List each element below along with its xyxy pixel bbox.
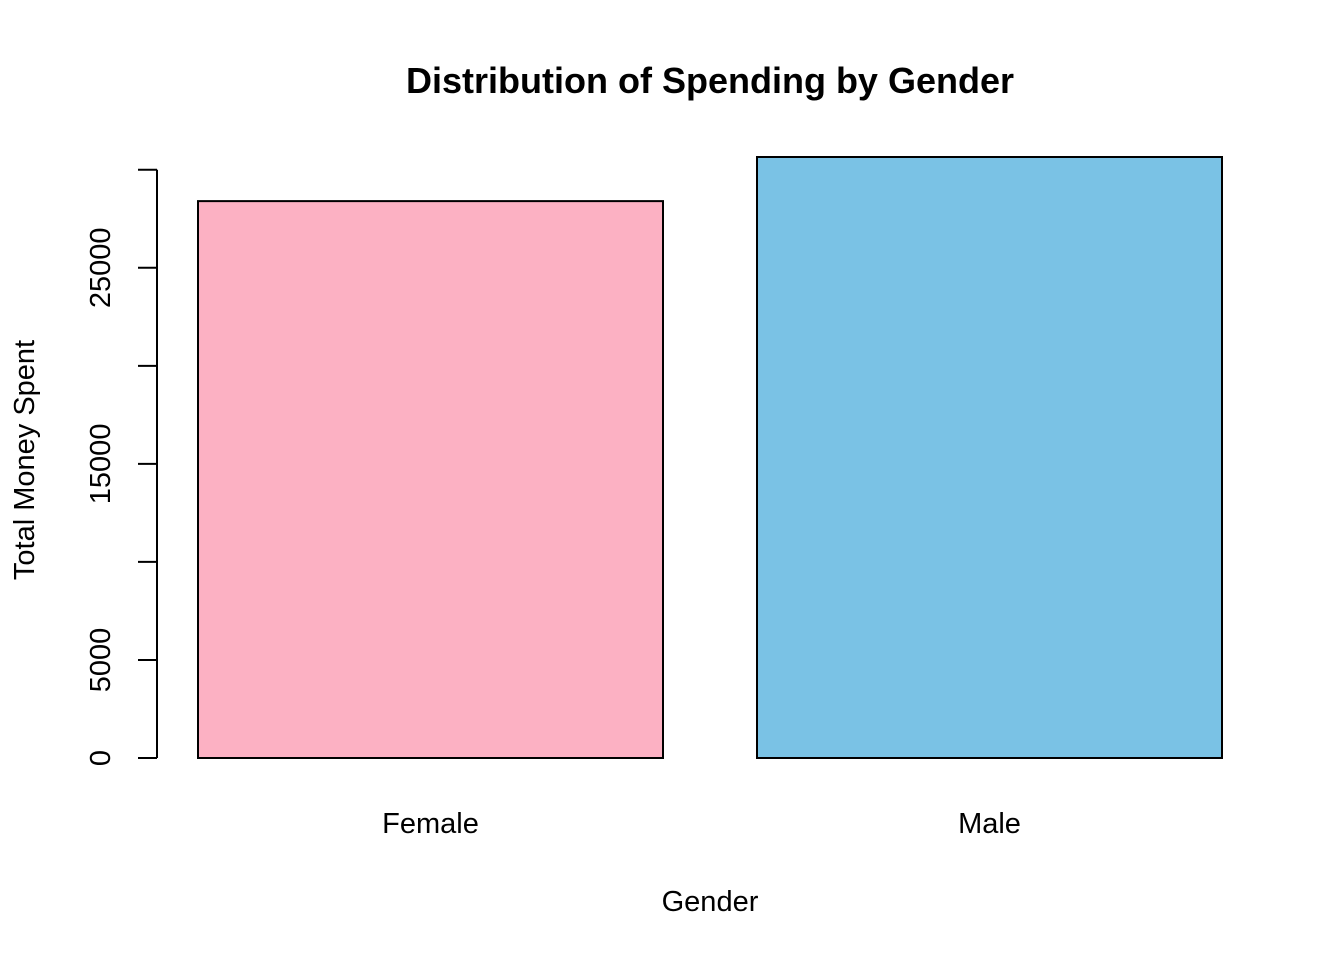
x-tick-labels: Female Male [382,808,1021,840]
y-tick-label-15000: 15000 [85,424,117,505]
bar-male [756,156,1223,759]
y-tick-label-0: 0 [85,750,117,766]
chart-title: Distribution of Spending by Gender [406,60,1014,101]
x-axis-label: Gender [662,886,759,918]
y-tick-label-25000: 25000 [85,227,117,308]
x-tick-label-male: Male [958,808,1021,840]
bar-female [197,200,664,759]
y-axis-label: Total Money Spent [9,340,41,580]
y-tick-label-5000: 5000 [85,628,117,693]
x-tick-label-female: Female [382,808,479,840]
bars [197,156,1223,759]
y-axis: 0 5000 15000 25000 [85,168,158,766]
